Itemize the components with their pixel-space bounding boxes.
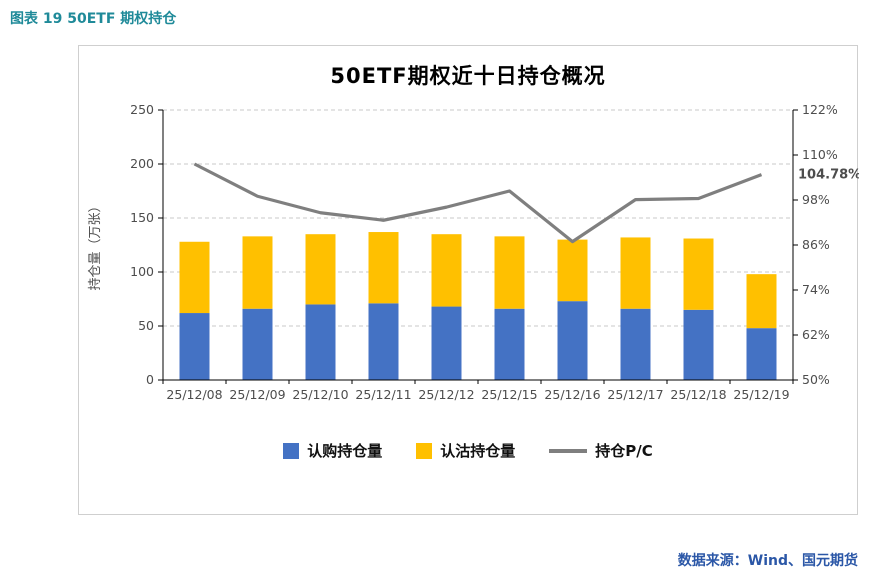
bar-put	[557, 239, 588, 302]
right-tick-label: 98%	[802, 192, 830, 207]
y-axis-title: 持仓量（万张）	[88, 199, 103, 290]
put-swatch-icon	[416, 442, 433, 459]
x-tick-label: 25/12/16	[544, 387, 600, 402]
legend-label-call: 认购持仓量	[307, 442, 383, 460]
x-tick-label: 25/12/19	[733, 387, 789, 402]
bar-put	[620, 237, 651, 309]
pc-line	[193, 162, 763, 244]
x-tick-label: 25/12/17	[607, 387, 663, 402]
right-tick-label: 122%	[802, 102, 838, 117]
x-tick-label: 25/12/15	[481, 387, 537, 402]
right-tick-label: 50%	[802, 372, 830, 387]
bar-call	[179, 313, 210, 380]
source-note: 数据来源：Wind、国元期货	[677, 553, 858, 569]
x-tick-label: 25/12/12	[418, 387, 474, 402]
x-tick-label: 25/12/18	[670, 387, 726, 402]
bar-call	[368, 303, 399, 380]
right-tick-label: 110%	[802, 147, 838, 162]
x-tick-label: 25/12/11	[355, 387, 411, 402]
legend-item-pc: 持仓P/C	[549, 440, 653, 461]
x-tick-label: 25/12/08	[166, 387, 222, 402]
right-tick-label: 62%	[802, 327, 830, 342]
bar-put	[746, 274, 777, 329]
left-tick-label: 250	[130, 102, 154, 117]
left-tick-label: 100	[130, 264, 154, 279]
bar-put	[368, 232, 399, 304]
pc-line-swatch-icon	[549, 448, 588, 453]
chart-svg: 0 50 100 150 200 250 50% 62% 74% 86% 98% 110% 122% 25…	[88, 102, 861, 402]
bar-put	[242, 236, 273, 309]
bar-call	[494, 308, 525, 380]
left-tick-label: 150	[130, 210, 154, 225]
bar-call	[620, 308, 651, 380]
legend-item-put: 认沽持仓量	[416, 440, 515, 461]
bar-call	[242, 308, 273, 380]
chart-card: 50ETF期权近十日持仓概况 0 50 100 150 200 250 50% 62% 74% 8…	[78, 45, 861, 515]
left-tick-label: 50	[138, 318, 154, 333]
x-tick-label: 25/12/09	[229, 387, 285, 402]
legend-item-call: 认购持仓量	[283, 440, 382, 461]
bar-put	[179, 241, 210, 314]
legend-label-put: 认沽持仓量	[440, 442, 516, 460]
chart-title: 50ETF期权近十日持仓概况	[330, 64, 606, 88]
bar-call	[683, 309, 714, 380]
legend-label-pc: 持仓P/C	[595, 442, 653, 460]
pc-annotation: 104.78%	[798, 168, 859, 183]
left-tick-label: 200	[130, 156, 154, 171]
bar-call	[557, 301, 588, 380]
bar-call	[305, 304, 336, 380]
figure-caption: 图表 19 50ETF 期权持仓	[10, 11, 177, 27]
bar-put	[683, 238, 714, 310]
right-tick-label: 86%	[802, 237, 830, 252]
left-tick-label: 0	[146, 372, 154, 387]
x-tick-label: 25/12/10	[292, 387, 348, 402]
bar-call	[746, 328, 777, 380]
bar-put	[305, 234, 336, 305]
bar-put	[494, 236, 525, 309]
chart-plot-area: 0 50 100 150 200 250 50% 62% 74% 86% 98% 110% 122% 25…	[79, 96, 861, 430]
right-tick-label: 74%	[802, 282, 830, 297]
bar-put	[431, 234, 462, 307]
legend: 认购持仓量 认沽持仓量 持仓P/C	[79, 440, 857, 461]
call-swatch-icon	[283, 442, 300, 459]
bar-call	[431, 306, 462, 380]
